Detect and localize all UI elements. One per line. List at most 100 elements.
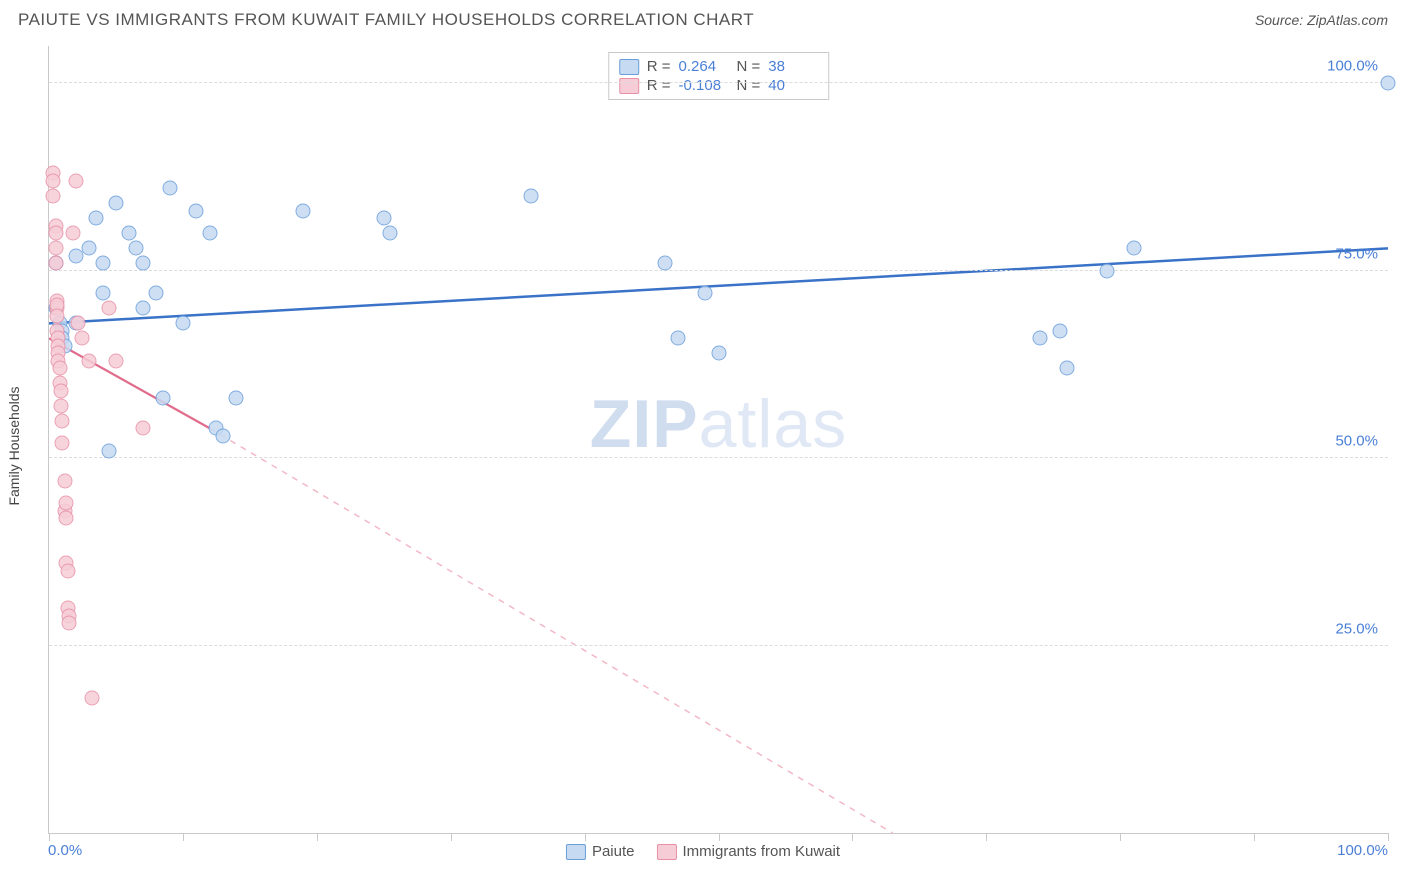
data-point <box>62 616 77 631</box>
legend-swatch-icon <box>566 844 586 860</box>
stat-r-label: R = <box>647 58 671 75</box>
data-point <box>95 256 110 271</box>
data-point <box>698 286 713 301</box>
data-point <box>84 691 99 706</box>
stat-r-label: R = <box>647 77 671 94</box>
data-point <box>88 211 103 226</box>
data-point <box>383 226 398 241</box>
data-point <box>71 316 86 331</box>
data-point <box>46 188 61 203</box>
chart-title: PAIUTE VS IMMIGRANTS FROM KUWAIT FAMILY … <box>18 10 754 30</box>
watermark: ZIPatlas <box>590 385 847 463</box>
stat-n-value: 40 <box>768 77 818 94</box>
data-point <box>46 173 61 188</box>
data-point <box>216 428 231 443</box>
y-tick-label: 100.0% <box>1327 58 1378 75</box>
stat-n-label: N = <box>737 58 761 75</box>
data-point <box>55 413 70 428</box>
data-point <box>68 173 83 188</box>
data-point <box>95 286 110 301</box>
x-tick <box>986 833 987 841</box>
series-legend: Paiute Immigrants from Kuwait <box>566 843 840 860</box>
x-tick <box>317 833 318 841</box>
data-point <box>135 301 150 316</box>
stat-r-value: -0.108 <box>679 77 729 94</box>
data-point <box>135 256 150 271</box>
legend-item: Immigrants from Kuwait <box>657 843 841 860</box>
data-point <box>59 511 74 526</box>
data-point <box>108 353 123 368</box>
data-point <box>175 316 190 331</box>
x-tick <box>1120 833 1121 841</box>
data-point <box>202 226 217 241</box>
data-point <box>155 391 170 406</box>
legend-swatch-icon <box>619 59 639 75</box>
y-tick-label: 25.0% <box>1335 620 1378 637</box>
chart-source: Source: ZipAtlas.com <box>1255 12 1388 28</box>
data-point <box>135 421 150 436</box>
gridline <box>49 645 1388 646</box>
x-tick <box>49 833 50 841</box>
x-tick <box>1254 833 1255 841</box>
scatter-plot: ZIPatlas R = 0.264 N = 38 R = -0.108 N = 40 25.… <box>48 46 1388 834</box>
legend-swatch-icon <box>657 844 677 860</box>
data-point <box>102 301 117 316</box>
data-point <box>48 256 63 271</box>
stat-n-value: 38 <box>768 58 818 75</box>
legend-label: Immigrants from Kuwait <box>683 843 841 860</box>
x-tick <box>719 833 720 841</box>
legend-swatch-icon <box>619 78 639 94</box>
data-point <box>376 211 391 226</box>
data-point <box>1032 331 1047 346</box>
data-point <box>122 226 137 241</box>
data-point <box>48 226 63 241</box>
data-point <box>60 563 75 578</box>
stats-legend: R = 0.264 N = 38 R = -0.108 N = 40 <box>608 52 830 100</box>
x-axis-max-label: 100.0% <box>1337 842 1388 859</box>
stat-r-value: 0.264 <box>679 58 729 75</box>
data-point <box>657 256 672 271</box>
x-tick <box>585 833 586 841</box>
data-point <box>55 436 70 451</box>
data-point <box>1381 76 1396 91</box>
legend-label: Paiute <box>592 843 635 860</box>
data-point <box>75 331 90 346</box>
data-point <box>59 496 74 511</box>
data-point <box>189 203 204 218</box>
data-point <box>671 331 686 346</box>
data-point <box>296 203 311 218</box>
data-point <box>229 391 244 406</box>
stat-n-label: N = <box>737 77 761 94</box>
data-point <box>66 226 81 241</box>
data-point <box>48 241 63 256</box>
data-point <box>82 353 97 368</box>
data-point <box>102 443 117 458</box>
data-point <box>108 196 123 211</box>
data-point <box>82 241 97 256</box>
data-point <box>1052 323 1067 338</box>
y-axis-title: Family Households <box>6 386 22 505</box>
y-tick-label: 75.0% <box>1335 245 1378 262</box>
x-axis-min-label: 0.0% <box>48 842 82 859</box>
stats-row: R = 0.264 N = 38 <box>619 57 819 76</box>
data-point <box>1059 361 1074 376</box>
data-point <box>524 188 539 203</box>
data-point <box>711 346 726 361</box>
gridline <box>49 270 1388 271</box>
data-point <box>58 473 73 488</box>
x-tick <box>451 833 452 841</box>
data-point <box>1099 263 1114 278</box>
gridline <box>49 82 1388 83</box>
legend-item: Paiute <box>566 843 635 860</box>
data-point <box>129 241 144 256</box>
data-point <box>1126 241 1141 256</box>
data-point <box>149 286 164 301</box>
data-point <box>54 398 69 413</box>
x-tick <box>183 833 184 841</box>
stats-row: R = -0.108 N = 40 <box>619 76 819 95</box>
x-tick <box>1388 833 1389 841</box>
data-point <box>162 181 177 196</box>
y-tick-label: 50.0% <box>1335 433 1378 450</box>
data-point <box>52 361 67 376</box>
trend-lines <box>49 46 1388 833</box>
